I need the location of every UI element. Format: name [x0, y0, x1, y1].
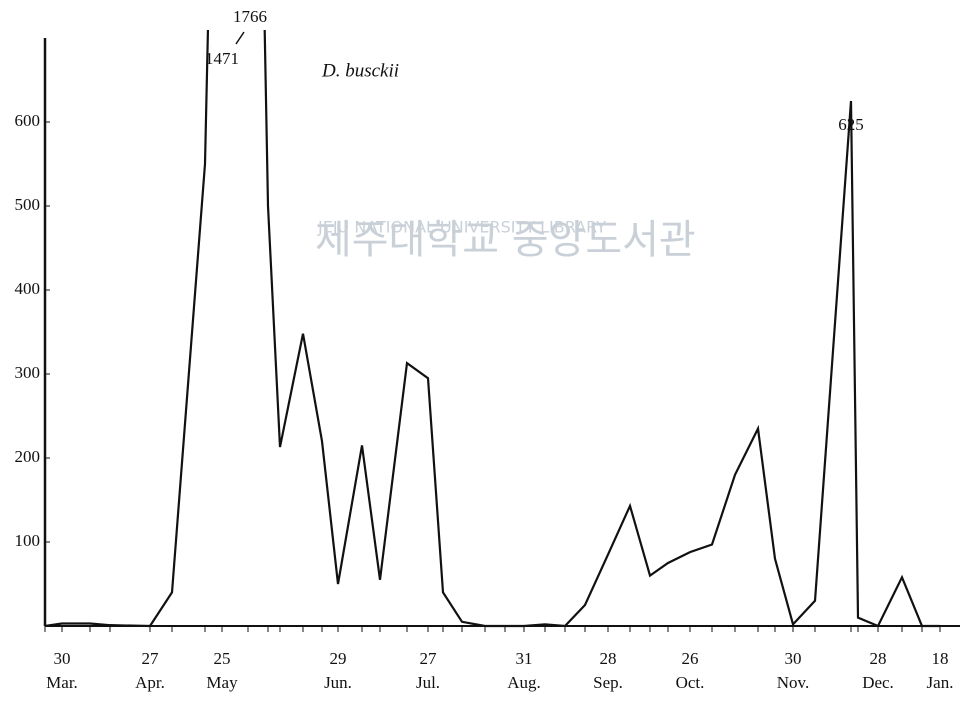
- annotation: 1471: [205, 49, 239, 68]
- y-tick-label: 600: [15, 111, 41, 130]
- x-tick-label: 18 Jan.: [927, 649, 954, 692]
- y-tick-label: 400: [15, 279, 41, 298]
- watermark: JEJU NATIONAL UNIVERSITY LIBRARY: [317, 218, 606, 237]
- x-tick-label: 30 Nov.: [777, 649, 809, 692]
- data-line: [44, 30, 940, 628]
- x-tick-label: 25 May: [206, 649, 238, 692]
- annotation: 1766: [233, 7, 267, 26]
- x-tick-label: 30 Mar.: [46, 649, 78, 692]
- x-tick-label: 28 Dec.: [862, 649, 894, 692]
- x-tick-label: 31 Aug.: [507, 649, 541, 692]
- x-tick-label: 28 Sep.: [593, 649, 623, 692]
- y-tick-label: 200: [15, 447, 41, 466]
- annotation-leader: [235, 31, 245, 45]
- x-tick-label: 29 Jun.: [324, 649, 352, 692]
- x-tick-label: 27 Jul.: [416, 649, 440, 692]
- chart-title: D. busckii: [321, 60, 399, 81]
- x-tick-label: 27 Apr.: [135, 649, 165, 692]
- y-tick-label: 100: [15, 531, 41, 550]
- y-tick-label: 300: [15, 363, 41, 382]
- x-tick-label: 26 Oct.: [676, 649, 705, 692]
- annotation: 625: [838, 115, 864, 134]
- y-tick-label: 500: [15, 195, 41, 214]
- watermark: 제주대학교 중앙도서관: [315, 217, 696, 263]
